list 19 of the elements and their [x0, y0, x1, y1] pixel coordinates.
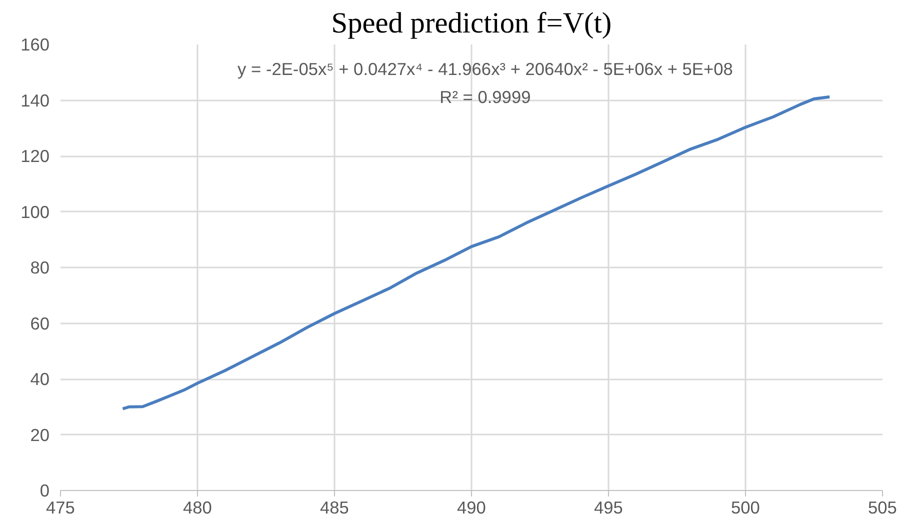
y-tick-label: 0 [40, 480, 50, 500]
y-tick-label: 80 [30, 258, 50, 278]
y-tick-label: 20 [30, 424, 50, 445]
chart-title: Speed prediction f=V(t) [331, 8, 612, 40]
x-tick-label: 500 [731, 498, 760, 518]
annotation: y = -2E-05x⁵ + 0.0427x⁴ - 41.966x³ + 20640x² - 5E+06x + 5E+08 [238, 59, 733, 80]
x-tick-label: 495 [594, 498, 623, 518]
y-tick-label: 40 [30, 369, 50, 389]
x-tick-label: 480 [183, 498, 212, 518]
x-tick-label: 475 [46, 498, 75, 518]
annotation: R² = 0.9999 [440, 86, 531, 107]
y-tick-label: 120 [20, 146, 50, 166]
x-tick-label: 490 [457, 498, 486, 518]
y-tick-label: 160 [20, 34, 50, 54]
x-tick-label: 505 [868, 498, 897, 518]
y-tick-label: 100 [20, 202, 50, 222]
y-tick-label: 60 [30, 313, 50, 334]
y-tick-label: 140 [20, 90, 50, 110]
x-tick-label: 485 [320, 498, 349, 518]
